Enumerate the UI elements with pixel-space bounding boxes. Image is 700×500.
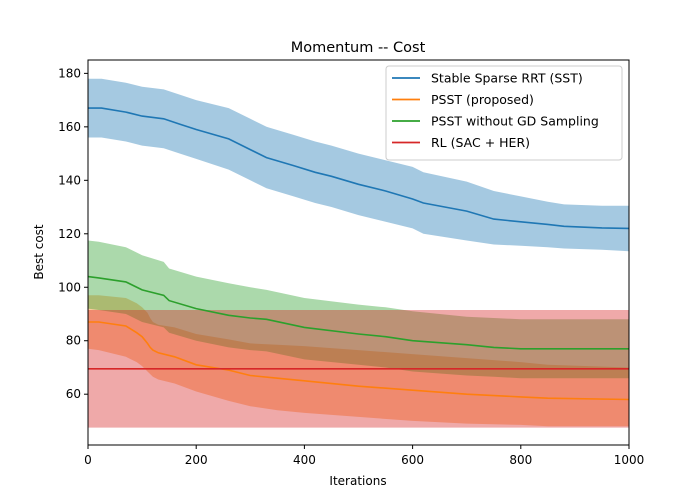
x-tick-label: 0	[84, 453, 92, 467]
legend-label: Stable Sparse RRT (SST)	[431, 71, 583, 86]
x-axis-label: Iterations	[329, 474, 386, 488]
band-psst-without-gd-sampling	[88, 240, 629, 379]
x-axis-ticks: 0 200 400 600 800 1000	[84, 445, 644, 467]
x-tick-label: 800	[509, 453, 532, 467]
y-axis-ticks: 60 80 100 120 140 160 180	[58, 66, 88, 401]
legend-label: RL (SAC + HER)	[431, 135, 530, 150]
plot-frame	[87, 59, 630, 446]
legend: Stable Sparse RRT (SST) PSST (proposed) PS…	[385, 65, 623, 161]
chart-title: Momentum -- Cost	[291, 40, 426, 56]
x-tick-label: 1000	[614, 453, 645, 467]
line-psst-proposed	[88, 321, 630, 401]
y-tick-label: 140	[58, 173, 81, 187]
series-lines	[87, 107, 630, 401]
y-tick-label: 100	[58, 280, 81, 294]
line-stable-sparse-rrt-sst	[88, 107, 630, 230]
legend-box	[385, 65, 623, 161]
y-tick-label: 60	[66, 387, 81, 401]
x-tick-label: 600	[401, 453, 424, 467]
y-axis-label: Best cost	[32, 224, 46, 280]
band-stable-sparse-rrt-sst	[88, 78, 629, 252]
legend-label: PSST (proposed)	[431, 92, 534, 107]
x-tick-label: 400	[293, 453, 316, 467]
y-tick-label: 180	[58, 66, 81, 80]
legend-label: PSST without GD Sampling	[431, 114, 599, 129]
line-psst-without-gd-sampling	[87, 275, 629, 350]
y-tick-label: 120	[58, 227, 81, 241]
band-psst-proposed	[88, 295, 629, 427]
y-tick-label: 160	[58, 120, 81, 134]
x-tick-label: 200	[185, 453, 208, 467]
y-tick-label: 80	[66, 334, 81, 348]
